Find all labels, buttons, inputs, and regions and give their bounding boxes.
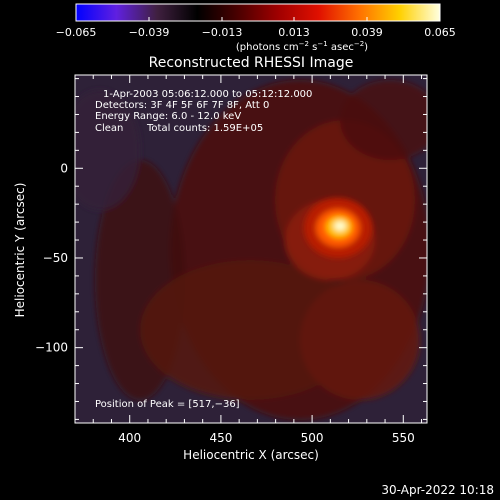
- colorbar-tick-label: −0.065: [56, 26, 97, 39]
- timestamp: 30-Apr-2022 10:18: [381, 483, 494, 497]
- heatmap-image: [75, 75, 427, 423]
- colorbar-unit-label: (photons cm−2 s−1 asec−2): [236, 40, 368, 53]
- flare-peak: [304, 198, 372, 258]
- annotation-time-range: 1-Apr-2003 05:06:12.000 to 05:12:12.000: [103, 89, 312, 100]
- colorbar: [75, 3, 441, 22]
- x-axis-tick-labels: 400 450 500 550: [118, 431, 414, 445]
- chart-title: Reconstructed RHESSI Image: [149, 55, 354, 71]
- y-tick-label: −100: [35, 341, 68, 355]
- colorbar-tick-label: −0.013: [202, 26, 243, 39]
- x-tick-label: 550: [392, 431, 415, 445]
- heatmap-emission: [75, 80, 427, 420]
- colorbar-tick-label: 0.013: [278, 26, 310, 39]
- x-tick-label: 500: [301, 431, 324, 445]
- emission-region: [340, 80, 427, 160]
- annotation-peak-position: Position of Peak = [517,−36]: [95, 399, 240, 410]
- x-axis-ticks: [92, 75, 423, 423]
- y-axis-tick-labels: 0 −50 −100: [35, 161, 68, 354]
- colorbar-ticks: [75, 17, 441, 21]
- x-tick-label: 400: [118, 431, 141, 445]
- y-axis-label: Heliocentric Y (arcsec): [13, 183, 27, 318]
- colorbar-tick-labels: −0.065 −0.039 −0.013 0.013 0.039 0.065: [56, 26, 456, 39]
- colorbar-tick-label: 0.065: [424, 26, 456, 39]
- x-axis-label: Heliocentric X (arcsec): [183, 448, 319, 462]
- annotation-block: 1-Apr-2003 05:06:12.000 to 05:12:12.000 …: [95, 89, 312, 410]
- x-tick-label: 450: [209, 431, 232, 445]
- annotation-detectors: Detectors: 3F 4F 5F 6F 7F 8F, Att 0: [95, 100, 269, 111]
- y-tick-label: 0: [60, 161, 68, 175]
- emission-region: [75, 90, 140, 210]
- annotation-total-counts: Total counts: 1.59E+05: [146, 123, 263, 134]
- flare-core: [334, 221, 346, 231]
- colorbar-tick-label: −0.039: [129, 26, 170, 39]
- emission-region: [140, 260, 360, 400]
- plot-frame: [74, 74, 428, 424]
- y-axis-ticks: [75, 78, 427, 420]
- annotation-method: Clean: [95, 123, 123, 134]
- annotation-energy-range: Energy Range: 6.0 - 12.0 keV: [95, 111, 241, 122]
- y-tick-label: −50: [43, 251, 68, 265]
- emission-region: [300, 280, 420, 400]
- colorbar-tick-label: 0.039: [351, 26, 383, 39]
